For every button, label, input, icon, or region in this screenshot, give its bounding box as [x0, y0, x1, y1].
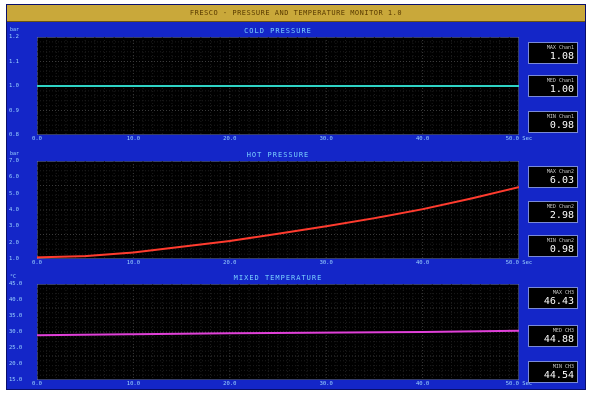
max-readout: MAX Chan2 6.03	[528, 166, 578, 188]
x-tick-label: 20.0	[223, 260, 237, 266]
readout-value: 0.98	[549, 120, 574, 131]
y-tick-label: 30.0	[9, 329, 23, 335]
monitor-window: FRESCO - PRESSURE AND TEMPERATURE MONITO…	[6, 4, 586, 390]
x-tick-label: 50.0 Sec	[505, 136, 533, 142]
min-readout: MIN Chan1 0.98	[528, 111, 578, 133]
x-tick-label: 50.0 Sec	[505, 260, 533, 266]
min-readout: MIN CH3 44.54	[528, 361, 578, 383]
readout-label: MAX Chan1	[546, 45, 574, 51]
med-readout: MED Chan2 2.98	[528, 201, 578, 223]
y-unit: °C	[10, 274, 17, 280]
max-readout: MAX CH3 46.43	[528, 287, 578, 309]
series-line	[37, 186, 519, 259]
y-tick-label: 0.8	[9, 132, 19, 138]
y-tick-label: 5.0	[9, 190, 19, 197]
y-tick-label: 4.0	[9, 207, 19, 213]
max-readout: MAX Chan1 1.08	[528, 42, 578, 64]
x-tick-label: 30.0	[319, 136, 333, 142]
x-tick-label: 10.0	[126, 136, 141, 142]
readout-value: 1.00	[549, 84, 574, 95]
x-tick-label: 30.0	[319, 260, 333, 266]
readout-value: 1.08	[549, 51, 574, 62]
x-tick-label: 20.0	[223, 136, 237, 142]
mixed-temperature-panel: MIXED TEMPERATURE °C 15.0 20.0 25.0 30.0 35.…	[7, 269, 585, 389]
y-tick-label: 25.0	[9, 345, 23, 351]
min-readout: MIN Chan2 0.98	[528, 235, 578, 257]
panel-title: MIXED TEMPERATURE	[233, 274, 323, 282]
readout-value: 44.88	[543, 334, 574, 345]
cold-pressure-plot	[37, 37, 519, 135]
readout-label: MAX Chan2	[546, 169, 574, 175]
x-tick-label: 40.0	[415, 136, 430, 142]
hot-pressure-plot	[37, 161, 519, 259]
x-tick-label: 0.0	[32, 260, 42, 266]
readout-label: MED Chan2	[546, 204, 574, 210]
y-tick-label: 2.0	[9, 239, 19, 246]
panel-title: COLD PRESSURE	[244, 27, 312, 35]
y-tick-label: 1.0	[9, 83, 19, 89]
y-tick-label: 45.0	[9, 281, 23, 287]
window-title: FRESCO - PRESSURE AND TEMPERATURE MONITO…	[7, 5, 585, 22]
x-tick-label: 0.0	[32, 136, 42, 142]
y-tick-label: 1.1	[9, 58, 19, 65]
y-tick-label: 40.0	[9, 297, 23, 303]
med-readout: MED CH3 44.88	[528, 325, 578, 347]
x-tick-label: 40.0	[415, 260, 430, 266]
y-tick-label: 3.0	[9, 223, 19, 230]
x-tick-label: 20.0	[223, 381, 237, 387]
y-tick-label: 0.9	[9, 107, 19, 114]
readout-value: 44.54	[543, 370, 574, 381]
y-tick-label: 6.0	[9, 174, 19, 181]
readout-label: MIN CH3	[552, 364, 574, 370]
readout-label: MIN Chan2	[546, 238, 574, 244]
y-tick-label: 20.0	[9, 361, 23, 367]
readout-value: 46.43	[543, 296, 574, 307]
y-tick-label: 35.0	[9, 313, 23, 319]
x-tick-label: 30.0	[319, 381, 333, 387]
readout-value: 0.98	[549, 244, 574, 255]
panel-title: HOT PRESSURE	[246, 151, 310, 159]
med-readout: MED Chan1 1.00	[528, 75, 578, 97]
y-tick-label: 15.0	[9, 377, 23, 383]
readout-label: MAX CH3	[552, 290, 574, 296]
y-unit: bar	[10, 27, 20, 33]
cold-pressure-panel: COLD PRESSURE bar 0.8 0.9 1.0 1.1 1.2 0.0 10.…	[7, 22, 585, 144]
readout-label: MED Chan1	[546, 78, 574, 84]
y-tick-label: 7.0	[9, 158, 19, 164]
y-unit: bar	[10, 151, 20, 157]
x-tick-label: 0.0	[32, 381, 42, 387]
x-tick-label: 40.0	[415, 381, 430, 387]
x-tick-label: 10.0	[126, 381, 141, 387]
y-tick-label: 1.2	[9, 34, 19, 40]
series-line	[37, 329, 519, 337]
x-tick-label: 10.0	[126, 260, 141, 266]
y-tick-label: 1.0	[9, 256, 19, 262]
readout-value: 2.98	[549, 210, 574, 221]
x-tick-label: 50.0 Sec	[505, 381, 533, 387]
readout-value: 6.03	[549, 175, 574, 186]
mixed-temperature-plot	[37, 284, 519, 380]
hot-pressure-panel: HOT PRESSURE bar 1.0 2.0 3.0 4.0 5.0 6.0 7.0 0…	[7, 146, 585, 268]
readout-label: MIN Chan1	[546, 114, 574, 120]
readout-label: MED CH3	[552, 328, 574, 334]
